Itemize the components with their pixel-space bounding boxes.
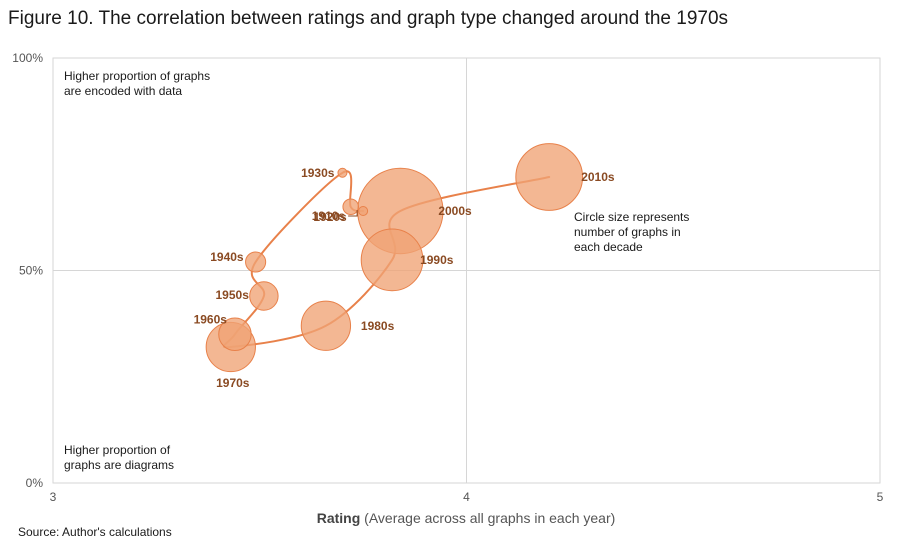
annotation-right: Circle size represents number of graphs i… (574, 210, 689, 254)
annotation-line: Higher proportion of (64, 443, 171, 457)
y-tick-label: 50% (19, 264, 43, 278)
bubbles (205, 143, 584, 373)
bubble-1920s (342, 198, 360, 216)
annotation-line: are encoded with data (64, 84, 182, 98)
y-tick-label: 100% (12, 51, 43, 65)
plot-frame (52, 57, 881, 484)
point-label-1990s: 1990s (420, 253, 454, 267)
x-axis-label-bold: Rating (317, 510, 361, 526)
point-label-1920s: 1920s (313, 210, 347, 224)
bubble-2010s (515, 143, 584, 211)
x-tick-label: 3 (50, 490, 57, 504)
point-label-1940s: 1940s (210, 250, 244, 264)
x-axis-label-rest: (Average across all graphs in each year) (360, 510, 615, 526)
x-tick-label: 4 (463, 490, 470, 504)
bubble-1990s (360, 228, 424, 292)
point-label-1980s: 1980s (361, 319, 395, 333)
annotation-line: each decade (574, 240, 643, 254)
annotation-line: Higher proportion of graphs (64, 69, 210, 83)
annotation-bottom-left: Higher proportion of graphs are diagrams (64, 443, 174, 472)
bubble-1980s (300, 300, 352, 351)
axis-ticks: 3 4 50%50%100% (12, 51, 883, 504)
point-label-1930s: 1930s (301, 166, 335, 180)
label-connector-1910s (348, 210, 358, 217)
bubble-1950s (249, 281, 279, 311)
bubble-1960s (218, 317, 252, 351)
chart-title: Figure 10. The correlation between ratin… (8, 8, 729, 29)
bubble-1930s (337, 167, 348, 178)
point-label-1960s: 1960s (194, 312, 228, 326)
point-label-1970s: 1970s (216, 376, 250, 390)
y-tick-label: 0% (26, 476, 44, 490)
annotation-line: Circle size represents (574, 210, 689, 224)
x-axis-label: Rating (Average across all graphs in eac… (317, 510, 616, 526)
x-tick-label: 5 (877, 490, 884, 504)
source-note: Source: Author's calculations (18, 525, 172, 539)
annotation-line: graphs are diagrams (64, 458, 174, 472)
bubble-1910s (358, 206, 369, 216)
point-label-1910s: 1910s (312, 209, 346, 223)
point-label-2010s: 2010s (581, 170, 615, 184)
point-label-1950s: 1950s (216, 288, 250, 302)
annotation-top-left: Higher proportion of graphs are encoded w… (64, 69, 210, 98)
annotations: Higher proportion of graphs are encoded w… (64, 69, 689, 472)
point-label-2000s: 2000s (438, 204, 472, 218)
annotation-line: number of graphs in (574, 225, 681, 239)
bubble-1940s (245, 251, 267, 273)
